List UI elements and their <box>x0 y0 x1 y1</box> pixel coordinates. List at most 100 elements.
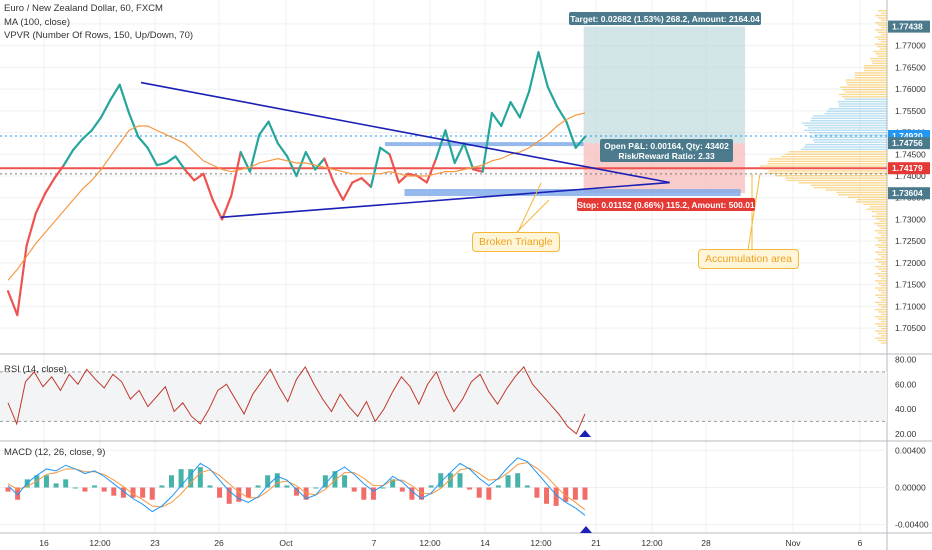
x-tick-label: Nov <box>785 538 801 548</box>
vpvr-bar <box>878 296 887 299</box>
vpvr-bar <box>877 253 887 256</box>
x-tick-label: 23 <box>150 538 160 548</box>
price-tick-label: 1.75500 <box>895 106 926 116</box>
macd-histogram-bar <box>226 487 232 504</box>
macd-tick-label: -0.00400 <box>895 520 929 530</box>
macd-histogram-bar <box>534 487 540 498</box>
vpvr-bar <box>877 38 887 41</box>
vpvr-profile <box>759 10 887 344</box>
broken-triangle-leader <box>516 182 542 235</box>
vpvr-bar <box>880 263 887 265</box>
vpvr-bar <box>785 177 887 179</box>
x-tick-label: 26 <box>214 538 224 548</box>
vpvr-bar <box>881 292 887 294</box>
price-segment <box>155 161 168 167</box>
vpvr-bar <box>877 225 887 227</box>
vpvr-bar <box>875 308 887 311</box>
vpvr-bar <box>863 203 887 206</box>
x-tick-label: 16 <box>39 538 49 548</box>
macd-histogram-bar <box>486 487 492 500</box>
price-segment <box>220 194 233 221</box>
price-badge-text: 1.77438 <box>892 22 923 32</box>
price-segment <box>286 155 298 178</box>
vpvr-bar <box>881 284 887 287</box>
price-tick-label: 1.71000 <box>895 301 926 311</box>
vpvr-bar <box>880 19 887 22</box>
rsi-tick-label: 80.00 <box>895 354 917 364</box>
price-segment <box>72 137 84 152</box>
macd-histogram-bar <box>380 487 386 489</box>
accumulation-box-lower <box>404 189 741 197</box>
vpvr-bar <box>875 218 887 220</box>
price-segment <box>183 168 196 182</box>
x-tick-label: 21 <box>591 538 601 548</box>
macd-histogram-bar <box>130 487 136 498</box>
price-tick-label: 1.74000 <box>895 171 926 181</box>
macd-histogram-bar <box>361 487 367 500</box>
vpvr-bar <box>877 232 887 234</box>
macd-histogram-bar <box>53 483 59 488</box>
vpvr-bar <box>875 323 887 325</box>
price-tick-label: 1.76000 <box>895 84 926 94</box>
price-tick-label: 1.71500 <box>895 280 926 290</box>
macd-histogram-bar <box>495 485 501 488</box>
price-segment <box>239 150 252 173</box>
vpvr-bar <box>875 272 887 275</box>
vpvr-bar <box>813 115 887 117</box>
vpvr-bar <box>875 301 887 304</box>
pnl-label-bg <box>600 139 733 162</box>
x-tick-label: 12:00 <box>530 538 552 548</box>
vpvr-bar <box>838 93 887 96</box>
macd-histogram-bar <box>207 485 213 488</box>
vpvr-bar <box>871 60 887 62</box>
accumulation-leader <box>747 173 761 251</box>
macd-histogram-bar <box>419 487 425 500</box>
macd-histogram-bar <box>168 475 174 488</box>
vpvr-bar <box>877 31 887 33</box>
vpvr-bar <box>804 124 887 127</box>
macd-histogram-bar <box>370 487 376 500</box>
price-segment <box>546 85 559 108</box>
rsi-tick-label: 60.00 <box>895 379 917 389</box>
price-segment <box>276 142 289 158</box>
vpvr-bar <box>828 108 887 110</box>
price-segment <box>248 133 261 173</box>
macd-histogram-bar <box>409 487 415 500</box>
price-segment <box>379 146 391 156</box>
vpvr-bar <box>854 74 887 77</box>
macd-histogram-bar <box>457 473 463 488</box>
vpvr-bar <box>798 182 887 184</box>
price-tick-label: 1.77000 <box>895 41 926 51</box>
vpvr-bar <box>877 55 887 57</box>
vpvr-bar <box>854 72 887 74</box>
macd-histogram-bar <box>149 487 155 500</box>
vpvr-bar <box>839 86 887 88</box>
x-tick-label: 7 <box>372 538 377 548</box>
macd-histogram-bar <box>236 487 242 502</box>
vpvr-bar <box>873 50 887 53</box>
macd-histogram-bar <box>72 487 78 489</box>
price-segment <box>360 177 373 188</box>
vpvr-bar <box>877 239 887 241</box>
macd-histogram-bar <box>43 475 49 488</box>
vpvr-bar <box>869 206 887 208</box>
vpvr-bar <box>874 22 887 24</box>
price-segment <box>44 177 56 195</box>
vpvr-bar <box>873 222 887 225</box>
vpvr-bar <box>874 251 887 253</box>
vpvr-bar <box>874 36 887 38</box>
vpvr-bar <box>811 117 887 120</box>
vpvr-bar <box>875 294 887 296</box>
price-segment <box>351 177 363 184</box>
vpvr-bar <box>879 220 887 222</box>
vpvr-bar <box>871 215 887 218</box>
vpvr-bar <box>836 191 887 194</box>
vpvr-bar <box>878 325 887 327</box>
vpvr-bar <box>826 110 887 112</box>
vpvr-bar <box>878 275 887 277</box>
macd-histogram-bar <box>217 487 223 498</box>
macd-histogram-bar <box>572 487 578 500</box>
price-segment <box>267 120 279 145</box>
